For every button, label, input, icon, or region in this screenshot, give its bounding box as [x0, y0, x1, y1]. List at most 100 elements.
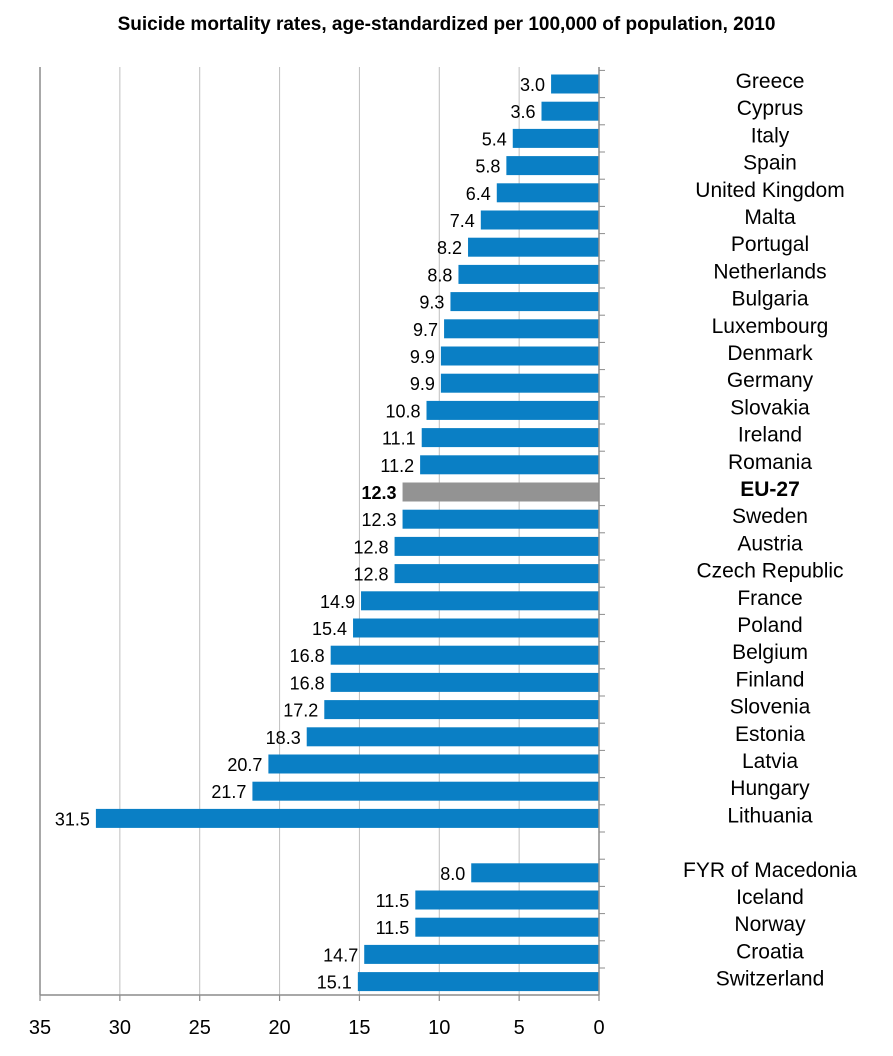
category-label: Denmark [727, 342, 813, 365]
bar [468, 237, 599, 257]
bars [95, 74, 600, 992]
grid-lines [119, 67, 520, 995]
bar-value-label: 7.4 [450, 211, 475, 231]
bar-value-label: 15.1 [317, 973, 352, 993]
bar-value-label: 11.5 [376, 918, 410, 938]
category-label: Croatia [736, 940, 804, 963]
category-label: Latvia [742, 750, 798, 773]
bar-value-label: 10.8 [385, 401, 420, 421]
category-label: Germany [727, 369, 814, 392]
bar-value-label: 11.1 [382, 429, 416, 449]
bar-value-label: 14.7 [323, 945, 358, 965]
bar-value-label: 11.2 [380, 456, 414, 476]
bar [421, 428, 599, 448]
category-label: Lithuania [727, 804, 813, 827]
category-label: Switzerland [716, 968, 825, 991]
bar-value-label: 16.8 [290, 646, 325, 666]
bar [394, 536, 599, 556]
bar-value-label: 16.8 [290, 673, 325, 693]
bar-value-label: 9.7 [413, 320, 438, 340]
bar-value-label: 12.8 [354, 565, 389, 585]
bar-value-label: 9.9 [410, 374, 435, 394]
category-label: Austria [737, 532, 803, 555]
bar-value-label: 20.7 [227, 755, 262, 775]
chart-title: Suicide mortality rates, age-standardize… [117, 14, 776, 35]
category-label: Portugal [731, 233, 809, 256]
bar [496, 183, 599, 203]
category-labels: Greece Cyprus Italy Spain United Kingdom Malt… [683, 70, 857, 991]
bar-value-label: 5.4 [482, 129, 507, 149]
category-label: Iceland [736, 886, 804, 909]
bar [353, 618, 599, 638]
category-label: Norway [734, 913, 806, 936]
bar [330, 672, 599, 692]
category-label: Finland [736, 668, 805, 691]
x-tick-label: 5 [514, 1017, 525, 1039]
category-label: Luxembourg [712, 315, 829, 338]
bar-value-label: 31.5 [55, 809, 90, 829]
bar-value-label: 8.2 [437, 238, 462, 258]
bar-value-label: 8.8 [427, 265, 452, 285]
bar [357, 972, 599, 992]
axes: 35 30 25 20 15 10 5 0 [29, 67, 605, 1039]
x-tick-label: 25 [189, 1017, 211, 1039]
bar [415, 890, 599, 910]
value-labels: 3.0 3.65.4 5.8 6.4 7.4 8.2 8.8 9.3 9.7 9.9 9.9 10.8… [55, 75, 545, 993]
bar [361, 591, 599, 611]
category-label: Sweden [732, 505, 808, 528]
bar-value-label: 17.2 [283, 701, 318, 721]
bar [420, 455, 599, 475]
bar-value-label: 9.9 [410, 347, 435, 367]
bar-value-label: 21.7 [211, 782, 246, 802]
category-label: Spain [743, 152, 797, 175]
bar [551, 74, 599, 94]
category-label: Slovenia [730, 696, 811, 719]
bar [440, 373, 599, 393]
category-label: Poland [737, 614, 802, 637]
bar-value-label: 5.8 [475, 157, 500, 177]
category-label: Greece [736, 70, 805, 93]
bar [450, 292, 599, 312]
bar-value-label: 15.4 [312, 619, 347, 639]
x-tick-label: 10 [428, 1017, 450, 1039]
category-label: Belgium [732, 641, 808, 664]
bar [330, 645, 599, 665]
category-label: Czech Republic [696, 560, 843, 583]
x-tick-label: 0 [593, 1017, 604, 1039]
bar [506, 156, 599, 176]
bar-value-label: 8.0 [440, 864, 465, 884]
bar [324, 700, 599, 720]
bar [440, 346, 599, 366]
category-label: Slovakia [730, 396, 810, 419]
category-label: Hungary [730, 777, 810, 800]
bar [402, 509, 599, 529]
bar-value-label: 12.3 [362, 483, 397, 503]
x-tick-label: 20 [268, 1017, 290, 1039]
bar [426, 400, 599, 420]
category-label: EU-27 [740, 478, 800, 501]
bar [471, 863, 599, 883]
bar-value-label: 6.4 [466, 184, 491, 204]
bar [512, 128, 599, 148]
bar [306, 727, 599, 747]
category-label: FYR of Macedonia [683, 859, 857, 882]
bar-value-label: 14.9 [320, 592, 355, 612]
category-label: Ireland [738, 424, 802, 447]
bar [364, 944, 599, 964]
category-label: Cyprus [737, 97, 804, 120]
bar-value-label: 12.3 [362, 510, 397, 530]
category-label: Italy [751, 124, 790, 147]
x-tick-label: 15 [348, 1017, 370, 1039]
category-label: France [737, 587, 802, 610]
bar [95, 808, 600, 828]
bar-value-label: 3.6 [510, 102, 535, 122]
bar-value-label: 12.8 [354, 537, 389, 557]
bar [541, 101, 599, 121]
bar [252, 781, 600, 801]
category-label: Romania [728, 451, 812, 474]
category-label: Malta [744, 206, 796, 229]
bar-highlight [402, 482, 599, 502]
bar [394, 564, 599, 584]
